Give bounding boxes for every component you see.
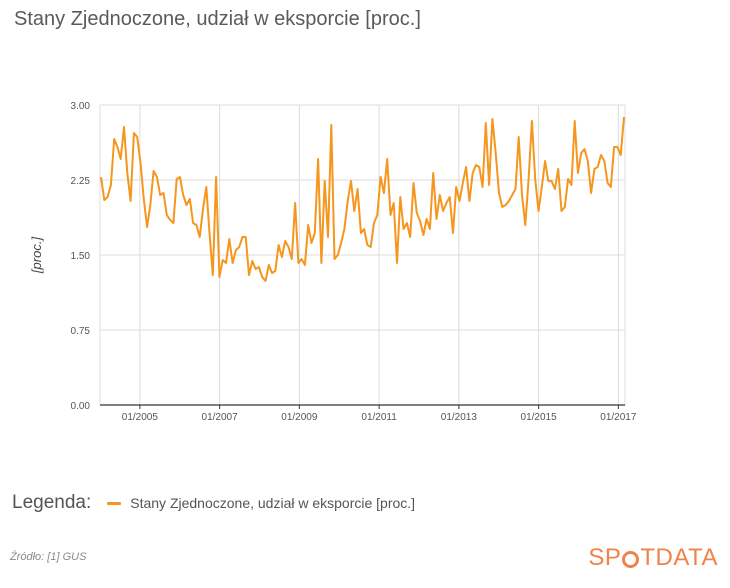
legend: Legenda: Stany Zjednoczone, udział w eks… [12, 492, 415, 514]
x-tick-label: 01/2011 [361, 412, 397, 423]
spotdata-logo: SP TDATA [588, 544, 718, 572]
legend-title: Legenda: [12, 492, 92, 513]
x-tick-label: 01/2007 [202, 412, 239, 423]
logo-o-icon [622, 550, 640, 568]
x-tick-label: 01/2005 [122, 412, 159, 423]
y-tick-label: 0.75 [71, 326, 91, 337]
legend-swatch-us[interactable] [107, 501, 122, 505]
legend-label-us[interactable]: Stany Zjednoczone, udział w eksporcie [p… [130, 495, 416, 511]
x-tick-label: 01/2009 [281, 412, 318, 423]
series-line-us [100, 116, 625, 282]
source-note: Źródło: [1] GUS [10, 551, 87, 563]
x-tick-label: 01/2017 [600, 412, 637, 423]
line-chart: 0.00 0.75 1.50 2.25 3.00 01/2005 01/2007 01/200… [29, 101, 637, 423]
y-tick-label: 3.00 [71, 101, 91, 112]
y-tick-label: 1.50 [71, 251, 91, 262]
y-axis-label: [proc.] [29, 237, 44, 275]
chart-title: Stany Zjednoczone, udział w eksporcie [p… [14, 8, 421, 30]
logo-text-start: SP [588, 544, 622, 571]
logo-text-end: TDATA [640, 544, 718, 571]
x-tick-label: 01/2015 [521, 412, 558, 423]
x-tick-label: 01/2013 [441, 412, 478, 423]
y-tick-label: 0.00 [71, 401, 91, 412]
y-tick-label: 2.25 [71, 176, 91, 187]
